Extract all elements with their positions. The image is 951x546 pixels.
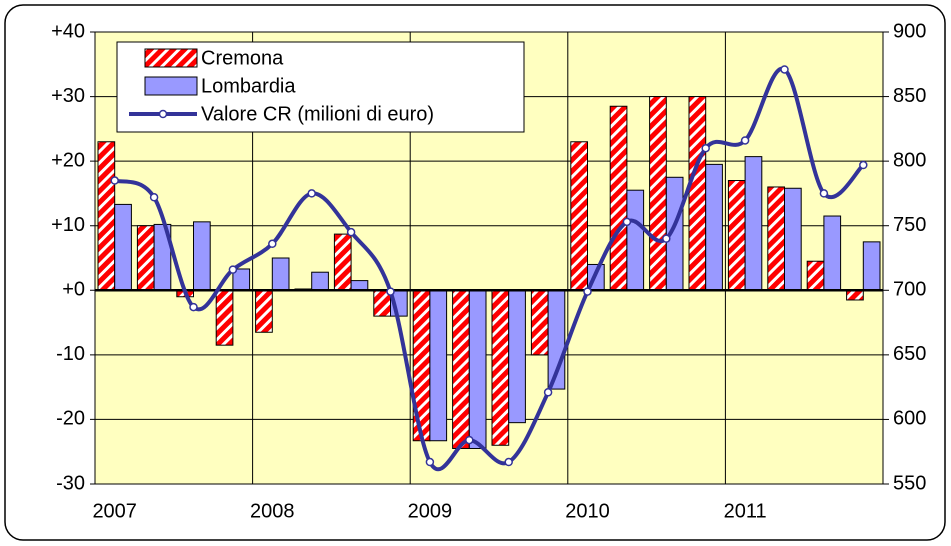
x-tick-label: 2011 — [724, 500, 767, 522]
legend-label: Cremona — [201, 47, 284, 69]
bar — [688, 96, 707, 291]
y2-tick-label: 800 — [893, 149, 926, 171]
line-marker — [701, 143, 710, 153]
bar — [429, 289, 448, 442]
bar — [862, 241, 881, 291]
bar — [530, 289, 549, 356]
bar — [193, 221, 211, 291]
bar — [468, 289, 487, 449]
line-marker — [189, 302, 198, 312]
bar — [333, 233, 352, 291]
legend-swatch — [144, 76, 198, 96]
bar — [649, 96, 667, 291]
y2-tick-label: 600 — [893, 408, 926, 430]
y-tick-label: +40 — [51, 20, 85, 42]
line-marker — [583, 287, 592, 296]
bar — [609, 105, 628, 291]
line-marker — [307, 189, 316, 198]
line-marker — [268, 239, 277, 249]
bar — [311, 271, 329, 291]
bar — [350, 280, 369, 291]
y-tick-label: -10 — [56, 343, 85, 365]
line-marker — [149, 193, 159, 202]
legend-swatch — [144, 48, 198, 68]
line-marker — [819, 189, 829, 198]
line-marker — [662, 234, 671, 243]
bar — [626, 189, 645, 291]
legend-label: Valore CR (milioni di euro) — [201, 103, 434, 125]
bar — [271, 257, 290, 291]
line-marker — [622, 217, 632, 227]
line-marker — [465, 435, 474, 445]
y-tick-label: +20 — [51, 149, 85, 171]
x-tick-label: 2008 — [250, 500, 295, 522]
x-tick-label: 2007 — [92, 500, 137, 522]
legend-label: Lombardia — [201, 75, 296, 97]
line-marker — [543, 388, 553, 397]
bar — [491, 289, 510, 446]
y2-tick-label: 550 — [893, 472, 926, 494]
bar — [215, 289, 234, 346]
line-marker — [859, 160, 868, 170]
y2-tick-label: 850 — [893, 85, 926, 107]
bar — [452, 289, 470, 449]
line-marker — [504, 457, 513, 467]
y2-tick-label: 750 — [893, 214, 926, 236]
line-marker — [228, 265, 238, 274]
y2-tick-label: 650 — [893, 343, 926, 365]
y-tick-label: +30 — [51, 85, 85, 107]
x-tick-label: 2010 — [565, 500, 610, 522]
bar — [784, 187, 802, 291]
bar — [846, 289, 864, 301]
y2-tick-label: 900 — [893, 20, 926, 42]
bar — [255, 289, 273, 333]
line-marker — [740, 136, 750, 145]
bar — [727, 180, 746, 291]
line-marker — [346, 227, 356, 237]
y2-tick-label: 700 — [893, 279, 926, 301]
x-tick-label: 2009 — [408, 500, 453, 522]
y-tick-label: -20 — [56, 408, 85, 430]
bar — [114, 203, 132, 291]
y-tick-label: +0 — [62, 279, 85, 301]
bar — [97, 141, 116, 291]
bar — [744, 156, 763, 291]
bar — [806, 260, 825, 291]
line-marker — [425, 457, 435, 467]
line-marker — [110, 176, 119, 185]
bar — [570, 141, 588, 291]
bar — [823, 215, 842, 291]
bar — [767, 186, 785, 291]
line-marker — [780, 65, 789, 74]
bar — [508, 289, 526, 424]
bar — [136, 225, 155, 291]
bar — [705, 163, 723, 291]
y-tick-label: +10 — [51, 214, 85, 236]
line-marker — [386, 287, 395, 296]
y-tick-label: -30 — [56, 472, 85, 494]
legend-marker — [158, 109, 168, 119]
